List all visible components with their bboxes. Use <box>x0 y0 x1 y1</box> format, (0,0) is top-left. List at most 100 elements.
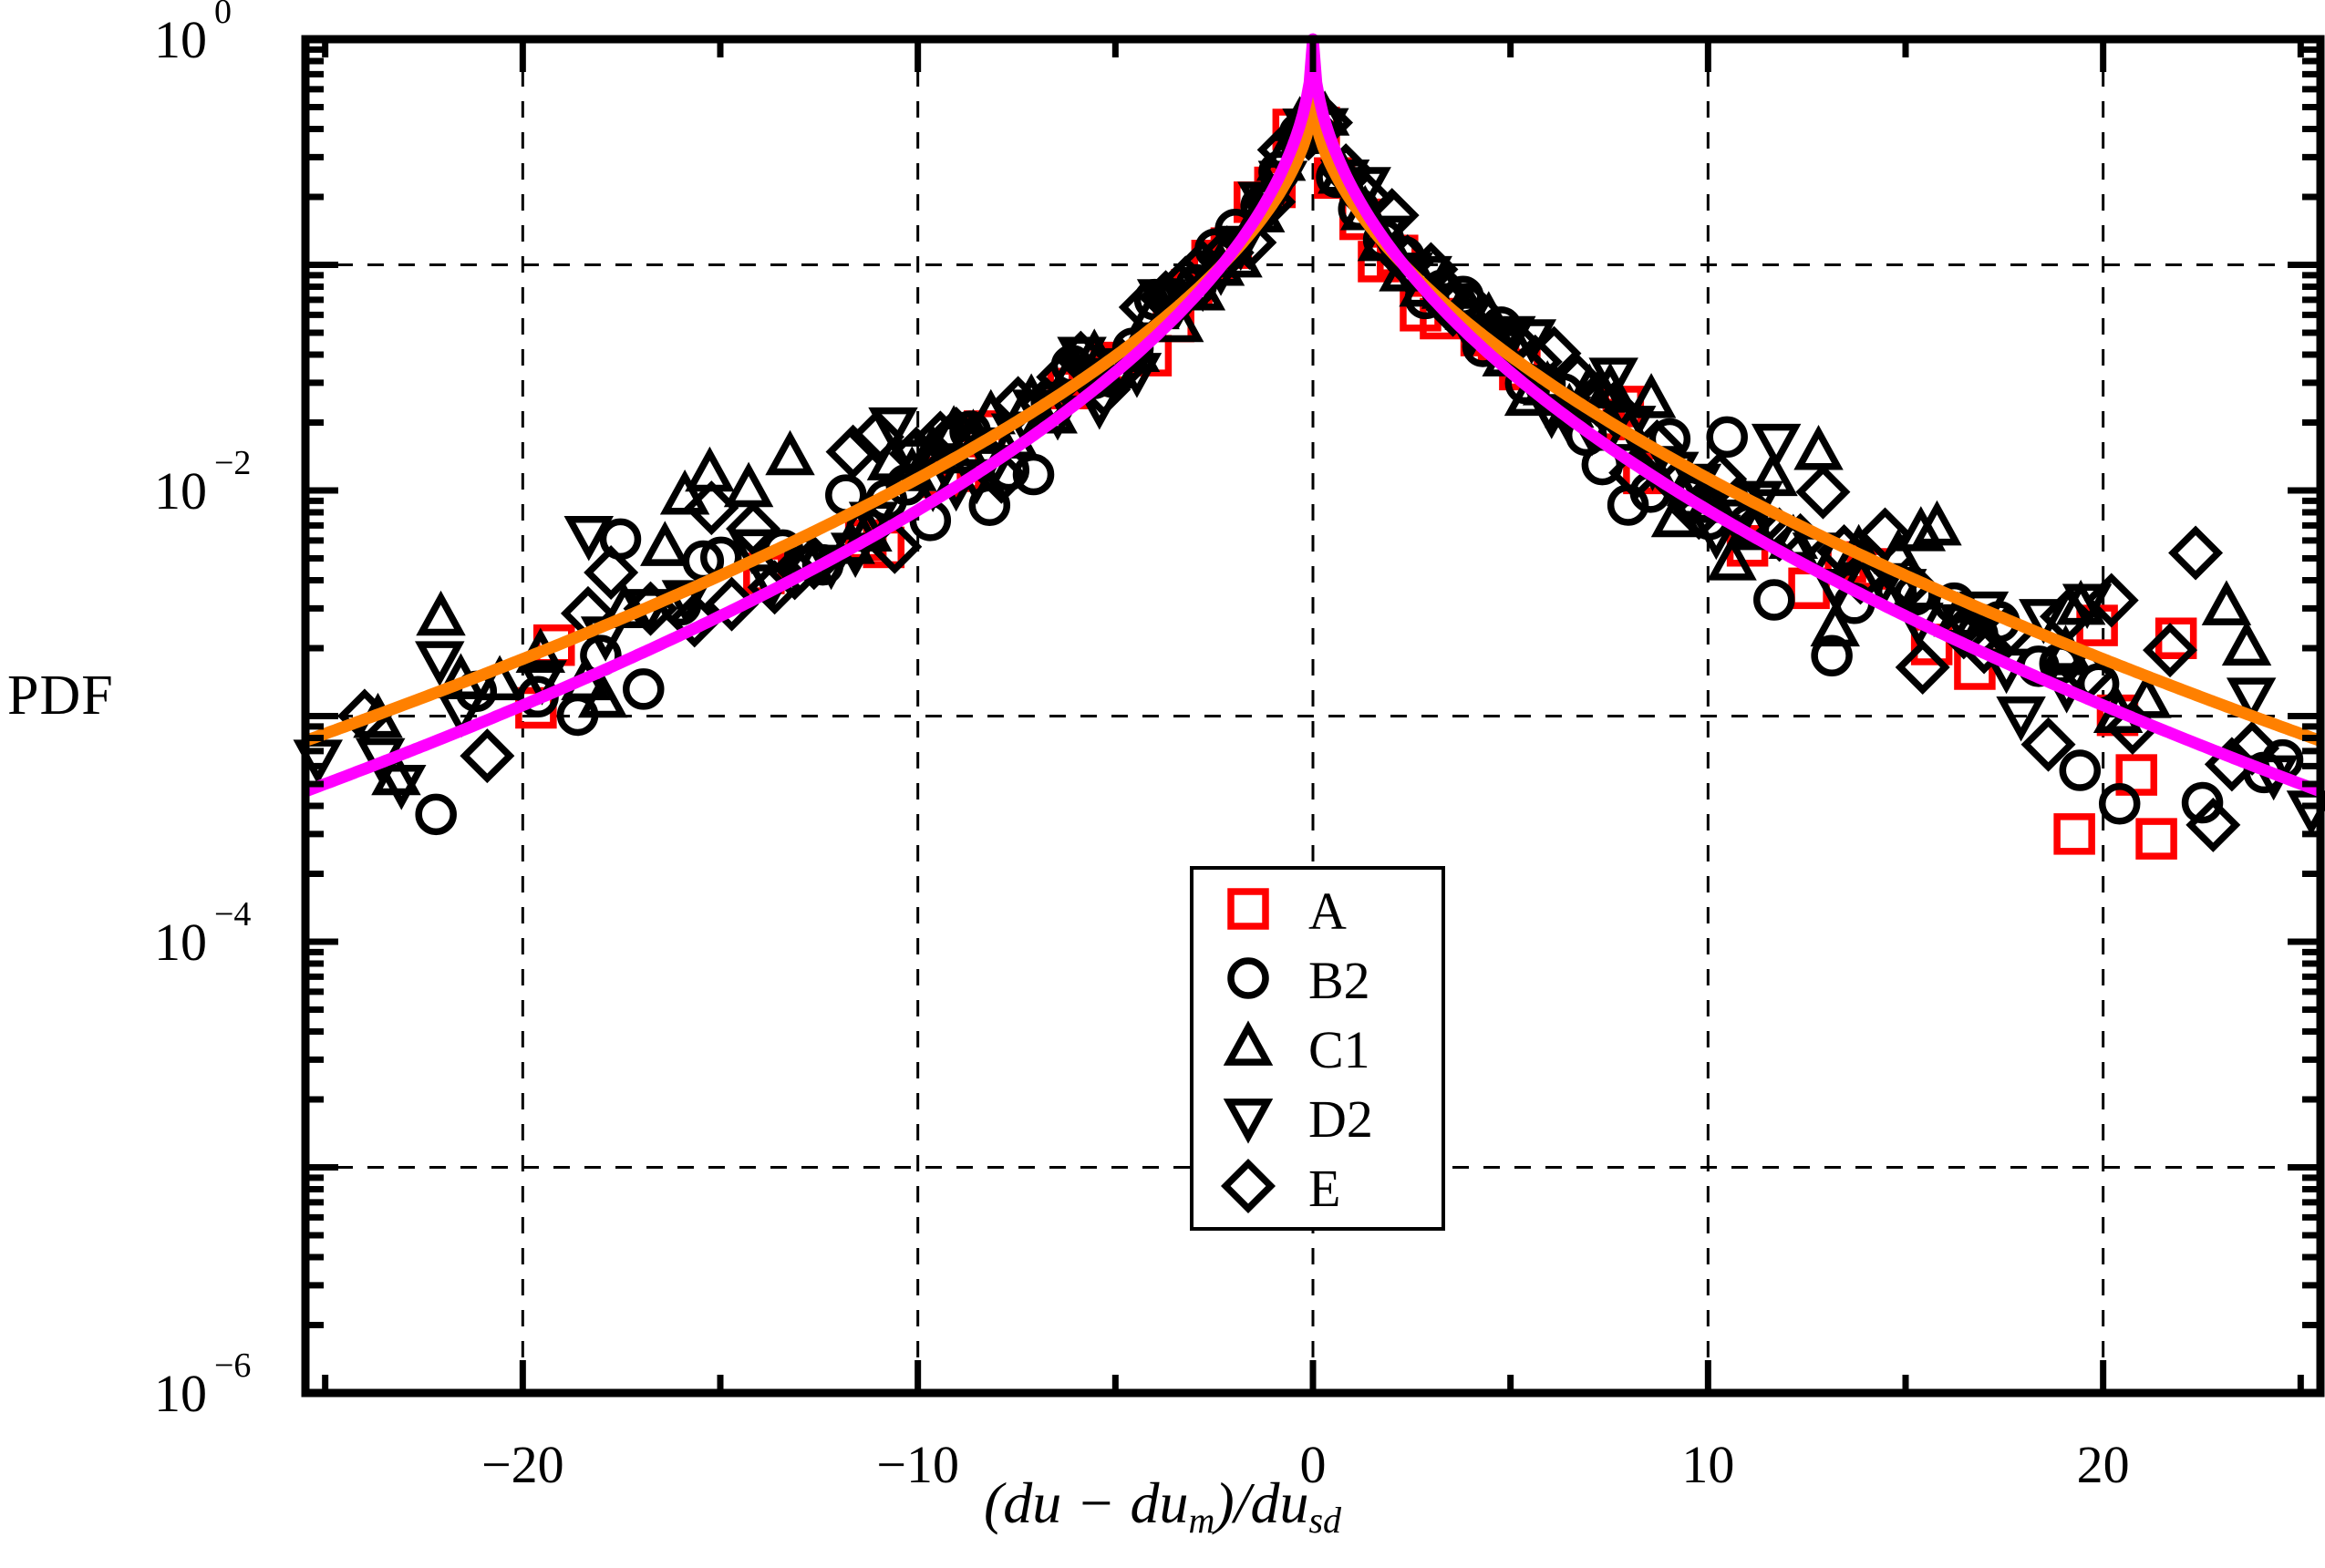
x-tick-label: 20 <box>2077 1435 2130 1494</box>
marker-triangle-down <box>517 660 567 706</box>
marker-triangle-down <box>1223 1099 1274 1144</box>
x-label-du-3: du <box>1250 1470 1309 1535</box>
legend-item-label-D2: D2 <box>1308 1089 1373 1149</box>
marker-triangle-up <box>1810 601 1860 647</box>
marker-diamond <box>726 501 781 557</box>
y-tick-label: 10 <box>154 1364 207 1423</box>
marker-square <box>2135 818 2177 860</box>
marker-diamond <box>1526 325 1582 381</box>
marker-circle <box>415 793 457 836</box>
y-axis-label: PDF <box>7 665 114 727</box>
marker-triangle-down <box>377 765 427 810</box>
marker-diamond <box>1957 619 2012 675</box>
marker-triangle-up <box>474 655 525 701</box>
marker-triangle-up <box>416 590 466 636</box>
marker-triangle-down <box>1588 357 1638 403</box>
y-tick-label: 10 <box>154 913 207 972</box>
marker-diamond <box>867 519 923 574</box>
x-label-minus: − <box>1076 1470 1116 1535</box>
marker-triangle-down <box>437 692 487 738</box>
marker-triangle-up <box>1912 500 1962 546</box>
x-label-sub-sd: sd <box>1308 1500 1342 1542</box>
marker-circle <box>1811 634 1853 677</box>
marker-triangle-up <box>765 429 815 476</box>
marker-triangle-down <box>2226 677 2277 723</box>
marker-triangle-up <box>723 461 774 508</box>
marker-triangle-down <box>1996 696 2046 742</box>
marker-diamond <box>1507 334 1563 389</box>
marker-circle <box>1706 416 1748 459</box>
marker-triangle-down <box>563 515 615 562</box>
marker-diamond <box>2186 797 2241 852</box>
x-tick-label: 10 <box>1681 1435 1734 1494</box>
y-tick-label: 10 <box>154 461 207 521</box>
ticks-group <box>305 36 2320 1397</box>
marker-diamond <box>2083 573 2139 628</box>
marker-diamond <box>1895 639 1950 695</box>
legend-item-label-A: A <box>1308 882 1347 941</box>
y-tick-exponent: −4 <box>214 895 251 934</box>
x-tick-label: 0 <box>1300 1435 1327 1494</box>
marker-triangle-up <box>640 521 690 566</box>
marker-diamond <box>825 424 881 480</box>
marker-circle <box>623 668 665 710</box>
y-tick-exponent: −2 <box>214 444 251 482</box>
marker-circle <box>2098 782 2141 825</box>
x-axis-label: (du − dum)/dusd <box>0 1470 2325 1542</box>
legend-box[interactable]: A B2 C1 D2 E <box>1190 866 1445 1231</box>
marker-diamond <box>1795 464 1851 520</box>
y-tick-label: 10 <box>154 10 207 69</box>
marker-triangle-up <box>1650 491 1701 538</box>
x-label-close: )/ <box>1214 1470 1251 1535</box>
x-tick-label: −10 <box>876 1435 959 1494</box>
marker-diamond <box>1586 381 1641 437</box>
marker-diamond <box>460 728 515 784</box>
marker-circle <box>1227 957 1269 999</box>
marker-triangle-up <box>2201 580 2252 625</box>
marker-diamond <box>2168 525 2224 581</box>
marker-diamond <box>849 409 904 465</box>
x-label-du-1: du <box>1003 1470 1062 1535</box>
marker-triangle-up <box>577 672 628 718</box>
x-tick-label: −20 <box>481 1435 564 1494</box>
marker-diamond <box>1857 507 1913 562</box>
marker-triangle-down <box>868 407 918 453</box>
marker-diamond <box>684 480 739 536</box>
legend-item-label-E: E <box>1308 1159 1340 1218</box>
marker-diamond <box>1220 1158 1276 1214</box>
marker-triangle-up <box>2221 620 2272 666</box>
y-tick-exponent: 0 <box>214 0 232 31</box>
marker-triangle-down <box>1751 423 1802 469</box>
marker-triangle-up <box>1223 1020 1274 1066</box>
marker-diamond <box>1671 485 1727 541</box>
legend-item-label-C1: C1 <box>1308 1020 1370 1079</box>
x-label-open: ( <box>983 1470 1004 1535</box>
y-tick-exponent: −6 <box>214 1346 251 1385</box>
marker-circle <box>1753 579 1795 621</box>
marker-triangle-up <box>1896 506 1947 552</box>
marker-square <box>1227 888 1269 930</box>
marker-diamond <box>1036 349 1091 405</box>
marker-triangle-down <box>415 641 465 686</box>
marker-diamond <box>1936 604 1991 660</box>
marker-diamond <box>584 545 639 601</box>
marker-triangle-up <box>1707 535 1757 581</box>
marker-square <box>2053 813 2095 855</box>
marker-circle <box>2059 749 2102 791</box>
marker-diamond <box>2020 717 2076 772</box>
x-label-sub-m: m <box>1188 1500 1215 1542</box>
marker-diamond <box>666 593 722 648</box>
marker-triangle-up <box>1793 425 1844 470</box>
marker-circle <box>2181 781 2224 824</box>
marker-diamond <box>1222 214 1277 270</box>
marker-diamond <box>2143 623 2198 678</box>
marker-diamond <box>1364 188 1420 243</box>
marker-triangle-up <box>659 469 710 515</box>
gridlines-group <box>305 39 2320 1393</box>
x-label-du-2: du <box>1130 1470 1189 1535</box>
orange-fit-curve <box>303 91 2323 747</box>
legend-item-label-B2: B2 <box>1308 951 1370 1010</box>
